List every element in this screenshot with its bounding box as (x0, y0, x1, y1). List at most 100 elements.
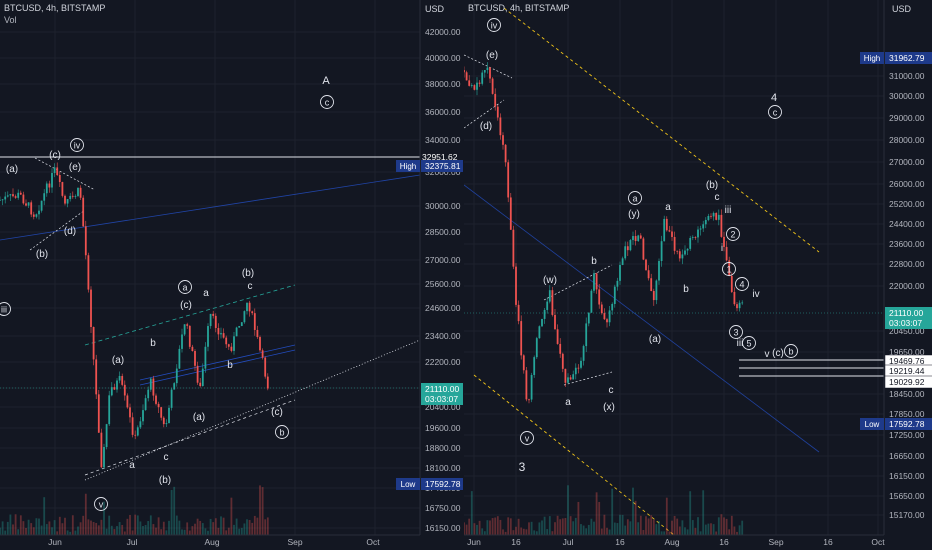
candle-body (32, 214, 35, 217)
volume-bar (464, 522, 465, 535)
wave-label: i (721, 243, 723, 254)
candle-body (717, 214, 720, 220)
volume-bar (681, 520, 684, 535)
candle-body (225, 337, 228, 345)
volume-bar (233, 524, 235, 535)
volume-bar (71, 515, 74, 535)
candle-body (14, 196, 17, 198)
volume-bar (465, 524, 468, 535)
price-badge-value: 32375.81 (425, 161, 461, 171)
wave-label: iv (752, 289, 759, 300)
volume-bar (561, 518, 564, 535)
volume-bar (27, 519, 30, 535)
price-badge (421, 478, 463, 490)
candle-body (624, 246, 627, 259)
candle-body (139, 421, 142, 428)
candle-body (522, 355, 525, 371)
volume-bar (499, 519, 502, 535)
time-tick-label: 16 (511, 537, 521, 547)
price-tick-label: 16150.00 (425, 523, 461, 533)
price-tick-label: 27000.00 (889, 157, 925, 167)
wave-label: (a) (112, 355, 124, 366)
axis-unit-label: USD (892, 4, 912, 14)
volume-bar (715, 531, 718, 535)
candle-body (4, 196, 7, 200)
candle-body (160, 407, 163, 418)
volume-bar (4, 530, 7, 535)
price-tick-label: 30000.00 (425, 201, 461, 211)
volume-bar (720, 514, 723, 535)
volume-bar (478, 520, 481, 535)
volume-bar (660, 531, 663, 535)
volume-bar (139, 521, 142, 535)
volume-bar (95, 522, 98, 535)
candle-body (113, 387, 116, 390)
volume-bar (264, 519, 267, 535)
candle-body (710, 215, 712, 217)
volume-bar (129, 514, 131, 535)
volume-bar (595, 492, 598, 535)
volume-bar (538, 522, 541, 535)
volume-bar (585, 528, 588, 535)
volume-bar (126, 518, 129, 535)
price-tick-label: 29000.00 (889, 113, 925, 123)
candle-body (69, 195, 72, 200)
candle-body (51, 173, 53, 188)
candle-body (110, 387, 113, 396)
wave-label: a (203, 288, 209, 299)
candle-body (611, 303, 614, 311)
candle-body (56, 167, 59, 175)
candle-body (17, 192, 20, 198)
candle-body (123, 384, 126, 396)
candle-body (95, 359, 98, 395)
chart-pane-right[interactable]: 4 (e) (d) (y) a (b) c iii (w) b i iv b (a) c a (x) 3 iii v(… (464, 0, 932, 550)
candle-body (152, 378, 155, 396)
wave-label: 4 (771, 92, 777, 104)
volume-bar (6, 521, 9, 535)
volume-bar (92, 522, 95, 535)
wedge-line (464, 99, 505, 129)
candle-body (554, 314, 556, 330)
time-tick-label: Aug (204, 537, 219, 547)
candle-body (645, 259, 647, 271)
volume-bar (652, 519, 655, 535)
volume-bar (504, 531, 507, 535)
candle-body (676, 250, 679, 252)
volume-bar (97, 525, 100, 535)
candle-body (681, 254, 684, 259)
volume-bar (619, 514, 621, 535)
volume-bar (642, 530, 645, 535)
volume-bar (225, 530, 228, 535)
chart-canvas-left[interactable]: A (c) (e) (a) (d) (b) (a) b (c) a (b) c b (a) (c) c a (b)… (0, 0, 463, 550)
candle-body (704, 219, 707, 225)
volume-bar (19, 515, 22, 535)
candle-body (658, 261, 660, 281)
channel-line-upper (503, 7, 820, 253)
volume-bar (162, 521, 165, 535)
candle-body (494, 93, 497, 107)
candle-body (147, 389, 150, 399)
volume-bar (131, 530, 134, 535)
volume-bar (658, 520, 660, 535)
price-tick-label: 19650.00 (889, 347, 925, 357)
wave-circle (722, 262, 736, 276)
volume-bar (613, 522, 616, 535)
time-tick-label: Aug (664, 537, 679, 547)
volume-bar (530, 521, 533, 535)
price-badge (421, 383, 463, 405)
wave-circle (275, 425, 289, 439)
candle-body (191, 346, 194, 352)
wedge-line (34, 157, 96, 191)
time-tick-label: Oct (871, 537, 885, 547)
time-tick-label: Sep (287, 537, 302, 547)
candle-body (212, 313, 215, 316)
volume-bar (53, 520, 56, 535)
wave-label: A (322, 75, 330, 87)
chart-pane-left[interactable]: A (c) (e) (a) (d) (b) (a) b (c) a (b) c b (a) (c) c a (b)… (0, 0, 463, 550)
wave-label-circled: b (788, 347, 793, 357)
candle-body (582, 346, 585, 361)
wave-label: a (665, 202, 671, 213)
volume-bar (668, 531, 671, 535)
candle-body (665, 218, 668, 231)
